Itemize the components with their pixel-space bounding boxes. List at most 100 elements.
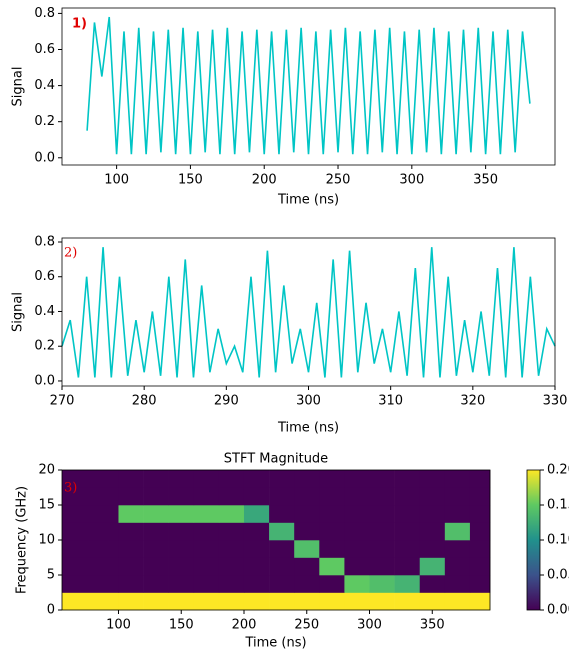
heatmap-cell xyxy=(243,487,270,506)
y-tick-label: 0.4 xyxy=(34,304,55,319)
heatmap-cell xyxy=(143,592,169,611)
heatmap-cell xyxy=(118,505,144,523)
heatmap-cell xyxy=(118,487,144,506)
x-tick-label: 270 xyxy=(50,394,75,409)
heatmap-cell xyxy=(62,575,119,593)
heatmap-cell xyxy=(218,540,245,558)
heatmap-cell xyxy=(243,557,270,576)
y-tick-label: 10 xyxy=(38,533,55,548)
x-tick-label: 300 xyxy=(296,394,321,409)
colorbar-tick-label: 0.15 xyxy=(547,498,569,513)
heatmap-cell xyxy=(394,592,421,611)
heatmap-cell xyxy=(118,540,144,558)
heatmap-cell xyxy=(469,505,491,523)
panel-label: 3) xyxy=(64,481,77,496)
x-tick-label: 250 xyxy=(294,618,319,633)
x-tick-label: 250 xyxy=(326,173,351,188)
heatmap-cell xyxy=(344,505,370,523)
colorbar-tick-label: 0.00 xyxy=(547,603,569,618)
heatmap-cell xyxy=(269,505,295,523)
heatmap-cell xyxy=(143,470,169,488)
colorbar-tick-label: 0.20 xyxy=(547,463,569,478)
heatmap-cell xyxy=(243,470,270,488)
x-tick-label: 290 xyxy=(214,394,239,409)
panel-label: 1) xyxy=(72,17,87,32)
heatmap-cell xyxy=(218,505,245,523)
heatmap-cell xyxy=(469,575,491,593)
x-tick-label: 320 xyxy=(460,394,485,409)
heatmap-cell xyxy=(469,557,491,576)
heatmap-cell xyxy=(62,522,119,541)
y-axis-label: Frequency (GHz) xyxy=(15,486,30,594)
heatmap-cell xyxy=(193,522,220,541)
heatmap-cell xyxy=(168,540,195,558)
heatmap-cell xyxy=(193,540,220,558)
y-tick-label: 0.6 xyxy=(34,42,55,57)
heatmap-cell xyxy=(243,592,270,611)
heatmap-cell xyxy=(243,540,270,558)
heatmap-cell xyxy=(344,592,370,611)
heatmap-cell xyxy=(118,522,144,541)
heatmap-cell xyxy=(62,557,119,576)
heatmap-cell xyxy=(62,487,119,506)
signal-line xyxy=(61,247,556,378)
heatmap-cell xyxy=(193,592,220,611)
heatmap-cell xyxy=(269,522,295,541)
y-tick-label: 0.8 xyxy=(34,234,55,249)
heatmap-cell xyxy=(168,575,195,593)
x-tick-label: 100 xyxy=(104,173,129,188)
x-tick-label: 300 xyxy=(399,173,424,188)
heatmap-cell xyxy=(269,487,295,506)
heatmap-cell xyxy=(369,470,395,488)
colorbar-tick-label: 0.10 xyxy=(547,533,569,548)
x-tick-label: 150 xyxy=(178,173,203,188)
y-axis-label: Signal xyxy=(11,67,26,107)
heatmap-cell xyxy=(319,557,345,576)
heatmap-cell xyxy=(294,487,320,506)
heatmap-cell xyxy=(218,522,245,541)
heatmap-cell xyxy=(143,522,169,541)
heatmap-cell xyxy=(62,592,119,611)
heatmap-cell xyxy=(294,540,320,558)
heatmap-cell xyxy=(143,557,169,576)
heatmap-cell xyxy=(444,592,471,611)
heatmap-cell xyxy=(269,470,295,488)
heatmap-cell xyxy=(118,557,144,576)
colorbar-tick-label: 0.05 xyxy=(547,568,569,583)
y-tick-label: 0.4 xyxy=(34,78,55,93)
heatmap-cell xyxy=(193,575,220,593)
heatmap-cell xyxy=(269,592,295,611)
heatmap-cell xyxy=(469,470,491,488)
heatmap-cell xyxy=(193,557,220,576)
heatmap-cell xyxy=(319,575,345,593)
x-tick-label: 100 xyxy=(106,618,131,633)
heatmap-cell xyxy=(218,487,245,506)
heatmap-cell xyxy=(419,487,446,506)
heatmap-cell xyxy=(269,557,295,576)
heatmap-cell xyxy=(218,575,245,593)
heatmap-cell xyxy=(294,557,320,576)
heatmap-cell xyxy=(118,592,144,611)
heatmap-cell xyxy=(394,505,421,523)
heatmap-cell xyxy=(419,592,446,611)
x-tick-label: 280 xyxy=(132,394,157,409)
heatmap-cell xyxy=(369,522,395,541)
plot-frame xyxy=(61,7,556,166)
heatmap-cell xyxy=(319,592,345,611)
heatmap-cell xyxy=(394,557,421,576)
heatmap-cell xyxy=(369,487,395,506)
heatmap-cell xyxy=(344,470,370,488)
heatmap-cell xyxy=(294,592,320,611)
heatmap-cell xyxy=(444,505,471,523)
heatmap-cell xyxy=(344,540,370,558)
heatmap-cell xyxy=(294,470,320,488)
y-tick-label: 0.0 xyxy=(34,150,55,165)
heatmap-cell xyxy=(369,540,395,558)
y-tick-label: 15 xyxy=(38,498,55,513)
x-axis-label: Time (ns) xyxy=(277,193,339,208)
heatmap-cell xyxy=(319,470,345,488)
heatmap-cell xyxy=(469,522,491,541)
heatmap-cell xyxy=(269,575,295,593)
heatmap-cell xyxy=(344,522,370,541)
x-tick-label: 310 xyxy=(378,394,403,409)
